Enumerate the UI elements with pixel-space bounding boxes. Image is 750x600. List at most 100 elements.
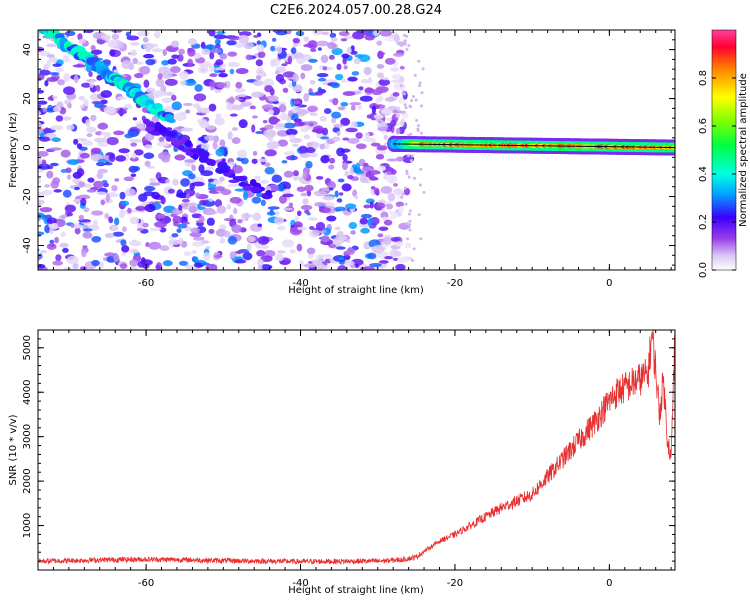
- heatmap-noise-cell: [351, 71, 360, 76]
- heatmap-noise-cell: [403, 39, 407, 43]
- heatmap-noise-cell: [144, 185, 156, 192]
- heatmap-noise-cell: [400, 195, 404, 199]
- heatmap-noise-cell: [285, 128, 298, 136]
- heatmap-noise-cell: [320, 136, 330, 140]
- heatmap-noise-cell: [215, 113, 222, 118]
- heatmap-noise-cell: [319, 115, 327, 122]
- heatmap-noise-cell: [336, 63, 342, 71]
- colorbar-tick-label: 0.0: [698, 262, 709, 278]
- heatmap-noise-cell: [352, 31, 365, 40]
- heatmap-noise-cell: [415, 118, 419, 122]
- heatmap-noise-cell: [180, 178, 190, 187]
- heatmap-x-tick-label: -20: [447, 278, 463, 289]
- heatmap-noise-cell: [125, 31, 132, 38]
- heatmap-noise-cell: [292, 143, 299, 147]
- heatmap-noise-cell: [219, 52, 228, 60]
- heatmap-noise-cell: [82, 231, 93, 239]
- heatmap-noise-cell: [385, 203, 394, 210]
- heatmap-noise-cell: [405, 222, 409, 226]
- heatmap-noise-cell: [38, 259, 39, 262]
- heatmap-noise-cell: [283, 170, 294, 178]
- heatmap-noise-cell: [359, 95, 373, 102]
- heatmap-noise-cell: [38, 121, 42, 130]
- heatmap-noise-cell: [283, 151, 295, 156]
- heatmap-noise-cell: [187, 47, 196, 57]
- heatmap-noise-cell: [350, 230, 356, 235]
- heatmap-noise-cell: [328, 164, 335, 170]
- heatmap-marks: [38, 30, 675, 270]
- heatmap-noise-cell: [397, 256, 410, 264]
- heatmap-noise-cell: [266, 211, 276, 216]
- heatmap-noise-cell: [75, 138, 88, 142]
- heatmap-carrier-line: [393, 143, 675, 149]
- heatmap-noise-cell: [302, 170, 308, 180]
- heatmap-noise-cell: [176, 228, 182, 233]
- heatmap-noise-cell: [237, 149, 248, 159]
- heatmap-noise-cell: [38, 100, 48, 105]
- heatmap-noise-cell: [399, 84, 403, 88]
- heatmap-noise-cell: [331, 117, 337, 124]
- heatmap-noise-cell: [403, 186, 407, 190]
- heatmap-noise-cell: [130, 173, 137, 177]
- heatmap-noise-cell: [300, 64, 313, 72]
- heatmap-noise-cell: [38, 231, 45, 236]
- heatmap-noise-cell: [237, 93, 247, 98]
- heatmap-noise-cell: [299, 152, 311, 158]
- heatmap-noise-cell: [95, 191, 107, 196]
- heatmap-noise-cell: [418, 183, 422, 187]
- heatmap-noise-cell: [396, 41, 408, 46]
- heatmap-noise-cell: [400, 118, 405, 127]
- heatmap-noise-cell: [38, 31, 41, 39]
- heatmap-noise-cell: [281, 160, 288, 164]
- heatmap-noise-cell: [260, 255, 273, 263]
- heatmap-noise-cell: [199, 107, 211, 114]
- heatmap-noise-cell: [204, 135, 217, 141]
- snr-y-axis-label: SNR (10 * v/v): [8, 414, 19, 485]
- heatmap-noise-cell: [267, 95, 280, 102]
- heatmap-noise-cell: [376, 202, 386, 209]
- heatmap-noise-cell: [122, 226, 127, 232]
- heatmap-noise-cell: [331, 111, 342, 119]
- heatmap-noise-cell: [307, 105, 319, 113]
- heatmap-noise-cell: [195, 192, 200, 198]
- heatmap-noise-cell: [363, 66, 372, 76]
- heatmap-noise-cell: [283, 122, 296, 129]
- heatmap-noise-cell: [264, 166, 275, 175]
- heatmap-noise-cell: [200, 143, 210, 150]
- heatmap-noise-cell: [419, 237, 423, 241]
- heatmap-noise-cell: [135, 121, 145, 129]
- heatmap-noise-cell: [183, 251, 192, 257]
- heatmap-noise-cell: [51, 137, 61, 143]
- heatmap-noise-cell: [116, 109, 128, 115]
- heatmap-noise-cell: [334, 190, 339, 198]
- heatmap-noise-cell: [206, 210, 218, 215]
- heatmap-noise-cell: [393, 183, 398, 187]
- heatmap-noise-cell: [209, 65, 215, 72]
- heatmap-noise-cell: [154, 30, 161, 39]
- heatmap-noise-cell: [255, 59, 263, 67]
- heatmap-noise-cell: [320, 155, 330, 164]
- heatmap-noise-cell: [328, 187, 334, 191]
- heatmap-noise-cell: [303, 134, 311, 140]
- heatmap-noise-cell: [290, 154, 296, 160]
- heatmap-noise-cell: [411, 94, 415, 98]
- heatmap-noise-cell: [111, 184, 118, 192]
- heatmap-noise-cell: [145, 58, 156, 66]
- heatmap-noise-cell: [393, 241, 404, 247]
- heatmap-noise-cell: [296, 57, 306, 64]
- heatmap-noise-cell: [255, 74, 262, 80]
- heatmap-noise-cell: [383, 172, 388, 180]
- heatmap-noise-cell: [268, 108, 275, 115]
- heatmap-noise-cell: [247, 235, 256, 243]
- heatmap-noise-cell: [180, 80, 187, 86]
- heatmap-noise-cell: [199, 120, 210, 129]
- heatmap-noise-cell: [333, 236, 345, 245]
- heatmap-noise-cell: [185, 193, 191, 200]
- heatmap-noise-cell: [119, 209, 125, 219]
- heatmap-noise-cell: [38, 151, 49, 157]
- heatmap-noise-cell: [395, 127, 401, 135]
- heatmap-noise-cell: [341, 161, 348, 171]
- heatmap-noise-cell: [278, 195, 287, 204]
- heatmap-noise-cell: [336, 198, 343, 203]
- colorbar-tick-label: 0.6: [698, 118, 709, 134]
